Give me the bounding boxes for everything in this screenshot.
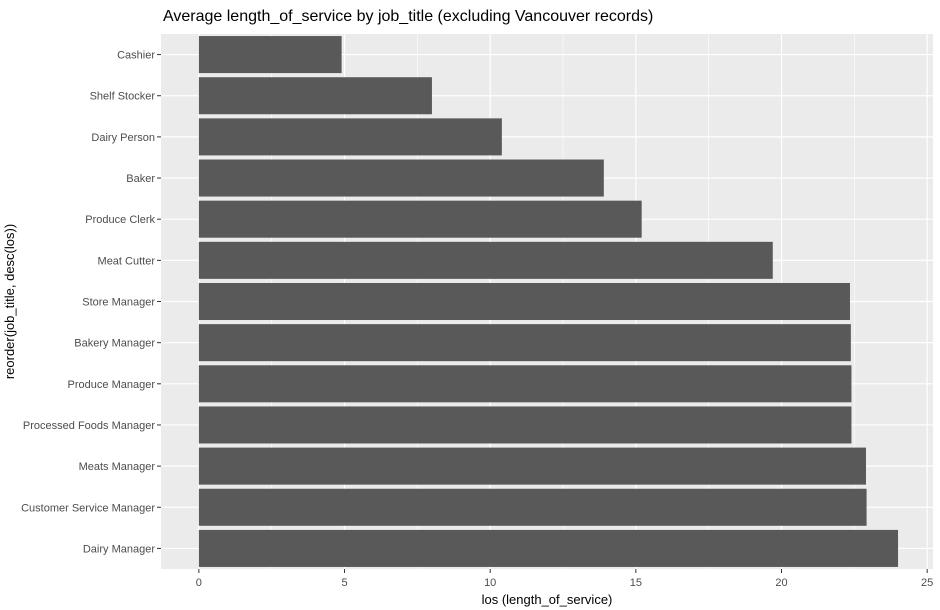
x-axis-title: los (length_of_service): [482, 592, 613, 607]
bar: [198, 447, 866, 485]
y-tick-label: Processed Foods Manager: [23, 420, 155, 432]
bar: [198, 282, 850, 321]
y-tick-label: Store Manager: [82, 297, 155, 309]
chart-title: Average length_of_service by job_title (…: [163, 8, 654, 25]
y-tick-label: Meat Cutter: [98, 255, 156, 267]
x-tick-label: 5: [341, 577, 347, 589]
y-axis-title: reorder(job_title, desc(los)): [2, 224, 17, 379]
y-tick-label: Dairy Manager: [83, 543, 155, 555]
y-tick-label: Meats Manager: [79, 461, 156, 473]
x-tick-label: 0: [196, 577, 202, 589]
bar: [198, 36, 342, 74]
bar: [198, 159, 604, 197]
y-tick-label: Produce Clerk: [85, 214, 155, 226]
y-tick-label: Baker: [126, 173, 155, 185]
y-tick-label: Dairy Person: [91, 132, 155, 144]
x-tick-label: 25: [921, 577, 933, 589]
bars: [198, 36, 899, 567]
x-tick-label: 20: [775, 577, 787, 589]
bar: [198, 200, 642, 238]
y-tick-label: Bakery Manager: [74, 338, 155, 350]
y-tick-label: Cashier: [117, 50, 155, 62]
y-tick-label: Customer Service Manager: [21, 502, 155, 514]
bar: [198, 365, 852, 403]
bar: [198, 118, 502, 156]
bar: [198, 488, 867, 526]
y-tick-label: Produce Manager: [68, 379, 156, 391]
x-tick-label: 15: [630, 577, 642, 589]
x-tick-label: 10: [484, 577, 496, 589]
y-tick-label: Shelf Stocker: [90, 91, 156, 103]
bar: [198, 324, 851, 362]
axes: Cashier Shelf Stocker Dairy Person Baker Pro…: [21, 50, 933, 589]
bar: [198, 241, 773, 279]
bar: [198, 529, 899, 567]
bar: [198, 77, 432, 115]
bar: [198, 406, 852, 444]
